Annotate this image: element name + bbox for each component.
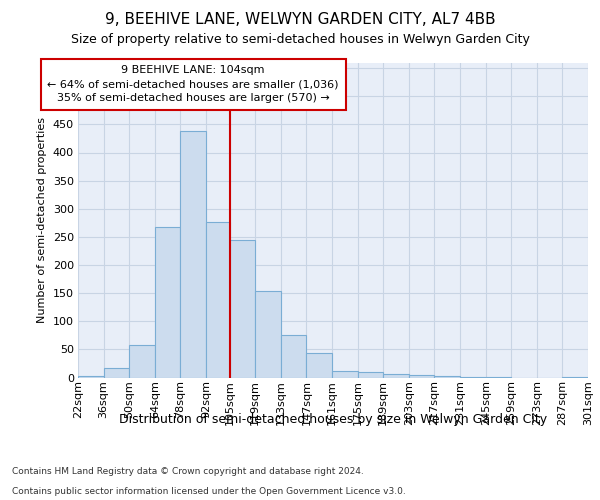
Bar (181, 131, 206, 378)
Bar (358, 372, 383, 378)
Text: Contains HM Land Registry data © Crown copyright and database right 2024.: Contains HM Land Registry data © Crown c… (12, 467, 364, 476)
Bar (434, 376, 460, 378)
Text: Size of property relative to semi-detached houses in Welwyn Garden City: Size of property relative to semi-detach… (71, 32, 529, 46)
Bar (230, 240, 256, 378)
Bar (206, 222, 230, 378)
Text: Contains public sector information licensed under the Open Government Licence v3: Contains public sector information licen… (12, 487, 406, 496)
Text: 9, BEEHIVE LANE, WELWYN GARDEN CITY, AL7 4BB: 9, BEEHIVE LANE, WELWYN GARDEN CITY, AL7… (104, 12, 496, 28)
Bar (307, 353, 332, 378)
Bar (562, 377, 588, 378)
Bar (460, 377, 485, 378)
Bar (155, 227, 181, 378)
Bar (383, 374, 409, 378)
Text: 9 BEEHIVE LANE: 104sqm
← 64% of semi-detached houses are smaller (1,036)
35% of : 9 BEEHIVE LANE: 104sqm ← 64% of semi-det… (47, 66, 339, 104)
Text: Distribution of semi-detached houses by size in Welwyn Garden City: Distribution of semi-detached houses by … (119, 412, 547, 426)
Bar (281, 336, 307, 378)
Bar (256, 292, 281, 378)
Bar (78, 376, 104, 378)
Bar (104, 368, 129, 378)
Bar (332, 371, 358, 378)
Y-axis label: Number of semi-detached properties: Number of semi-detached properties (37, 117, 47, 323)
Bar (409, 374, 434, 378)
Bar (485, 377, 511, 378)
Bar (129, 346, 155, 378)
